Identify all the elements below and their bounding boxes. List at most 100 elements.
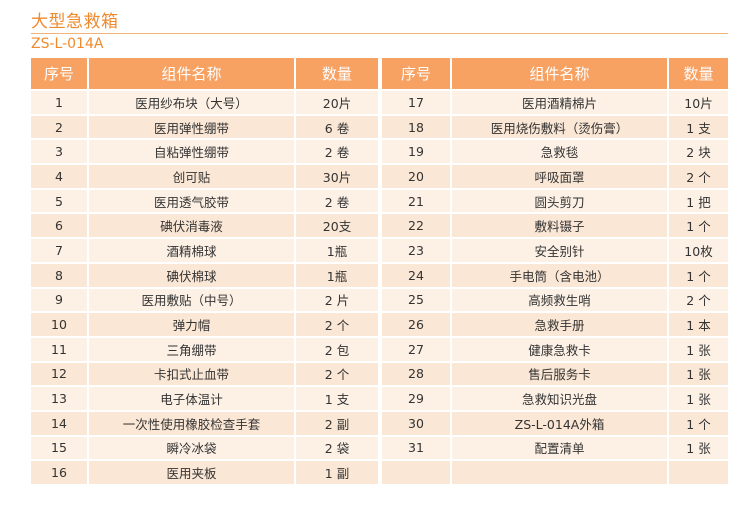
table-row: 8 碘伏棉球 1瓶 — [31, 261, 378, 288]
cell-no: 31 — [382, 434, 451, 461]
cell-qty: 30片 — [294, 163, 378, 189]
cell-qty: 1 支 — [294, 385, 378, 411]
cell-no: 5 — [31, 187, 88, 214]
cell-no: 13 — [31, 385, 88, 411]
cell-qty: 10片 — [667, 89, 728, 115]
cell-qty: 6 卷 — [294, 113, 378, 140]
table-header-row: 序号 组件名称 数量 — [31, 58, 378, 90]
cell-no: 27 — [382, 335, 451, 362]
cell-no: 19 — [382, 138, 451, 165]
cell-name: 医用烧伤敷料（烫伤膏） — [450, 113, 668, 140]
cell-name: 碘伏棉球 — [87, 261, 295, 288]
table-row: 2 医用弹性绷带 6 卷 — [31, 113, 378, 140]
cell-name: 医用夹板 — [87, 459, 295, 484]
table-row: 25 高频救生哨 2 个 — [382, 286, 728, 313]
table-row: 21 圆头剪刀 1 把 — [382, 187, 728, 214]
cell-qty: 2 片 — [294, 286, 378, 313]
cell-name: 配置清单 — [450, 434, 668, 461]
table-row: 13 电子体温计 1 支 — [31, 385, 378, 411]
column-header-qty: 数量 — [294, 58, 378, 90]
table-row: 10 弹力帽 2 个 — [31, 311, 378, 337]
cell-no: 20 — [382, 163, 451, 189]
cell-qty: 1 把 — [667, 187, 728, 214]
cell-no: 15 — [31, 434, 88, 461]
cell-qty: 1 张 — [667, 434, 728, 461]
components-table-left: 序号 组件名称 数量 1 医用纱布块（大号） 20片 2 医用弹性绷带 6 卷 3 自粘弹性绷… — [31, 58, 378, 484]
table-row: 31 配置清单 1 张 — [382, 434, 728, 461]
title-divider — [31, 33, 728, 34]
cell-no: 6 — [31, 212, 88, 239]
cell-name: 售后服务卡 — [450, 360, 668, 387]
table-row: 6 碘伏消毒液 20支 — [31, 212, 378, 239]
cell-name: 医用弹性绷带 — [87, 113, 295, 140]
cell-no: 29 — [382, 385, 451, 411]
cell-no: 22 — [382, 212, 451, 239]
table-row: 19 急救毯 2 块 — [382, 138, 728, 165]
cell-qty: 1瓶 — [294, 261, 378, 288]
table-row: 4 创可贴 30片 — [31, 163, 378, 189]
table-body: 17 医用酒精棉片 10片 18 医用烧伤敷料（烫伤膏） 1 支 19 急救毯 2 块 20 呼吸面… — [382, 89, 728, 484]
cell-qty: 2 块 — [667, 138, 728, 165]
cell-no: 26 — [382, 311, 451, 337]
cell-name: 碘伏消毒液 — [87, 212, 295, 239]
components-table-right: 序号 组件名称 数量 17 医用酒精棉片 10片 18 医用烧伤敷料（烫伤膏） 1 支 19… — [382, 58, 728, 484]
table-row: 23 安全别针 10枚 — [382, 237, 728, 263]
cell-name: 自粘弹性绷带 — [87, 138, 295, 165]
table-row: 9 医用敷贴（中号） 2 片 — [31, 286, 378, 313]
cell-qty: 1 本 — [667, 311, 728, 337]
cell-qty: 10枚 — [667, 237, 728, 263]
cell-qty: 1 副 — [294, 459, 378, 484]
column-header-name: 组件名称 — [450, 58, 668, 90]
cell-name: 高频救生哨 — [450, 286, 668, 313]
cell-no: 16 — [31, 459, 88, 484]
cell-no: 7 — [31, 237, 88, 263]
cell-no: 30 — [382, 409, 451, 436]
table-row — [382, 459, 728, 484]
table-row: 27 健康急救卡 1 张 — [382, 335, 728, 362]
cell-qty — [667, 459, 728, 484]
cell-name: 医用透气胶带 — [87, 187, 295, 214]
cell-name: ZS-L-014A外箱 — [450, 409, 668, 436]
cell-qty: 2 副 — [294, 409, 378, 436]
cell-name: 急救知识光盘 — [450, 385, 668, 411]
cell-no: 11 — [31, 335, 88, 362]
table-row: 26 急救手册 1 本 — [382, 311, 728, 337]
cell-no: 14 — [31, 409, 88, 436]
table-row: 15 瞬冷冰袋 2 袋 — [31, 434, 378, 461]
cell-qty: 2 卷 — [294, 187, 378, 214]
table-row: 18 医用烧伤敷料（烫伤膏） 1 支 — [382, 113, 728, 140]
cell-qty: 2 袋 — [294, 434, 378, 461]
table-row: 29 急救知识光盘 1 张 — [382, 385, 728, 411]
cell-no — [382, 459, 451, 484]
cell-qty: 2 个 — [294, 311, 378, 337]
table-row: 1 医用纱布块（大号） 20片 — [31, 89, 378, 115]
cell-name: 酒精棉球 — [87, 237, 295, 263]
cell-no: 25 — [382, 286, 451, 313]
cell-qty: 20片 — [294, 89, 378, 115]
cell-no: 3 — [31, 138, 88, 165]
column-header-name: 组件名称 — [87, 58, 295, 90]
table-row: 20 呼吸面罩 2 个 — [382, 163, 728, 189]
cell-no: 24 — [382, 261, 451, 288]
table-row: 24 手电筒（含电池） 1 个 — [382, 261, 728, 288]
cell-qty: 2 卷 — [294, 138, 378, 165]
cell-qty: 20支 — [294, 212, 378, 239]
table-row: 17 医用酒精棉片 10片 — [382, 89, 728, 115]
column-header-no: 序号 — [382, 58, 451, 90]
cell-qty: 1 个 — [667, 261, 728, 288]
cell-no: 21 — [382, 187, 451, 214]
cell-no: 4 — [31, 163, 88, 189]
cell-name: 急救毯 — [450, 138, 668, 165]
column-header-qty: 数量 — [667, 58, 728, 90]
cell-name: 三角绷带 — [87, 335, 295, 362]
cell-qty: 2 个 — [667, 286, 728, 313]
cell-name: 手电筒（含电池） — [450, 261, 668, 288]
cell-qty: 1 个 — [667, 212, 728, 239]
cell-no: 12 — [31, 360, 88, 387]
cell-name: 电子体温计 — [87, 385, 295, 411]
cell-name: 弹力帽 — [87, 311, 295, 337]
table-row: 12 卡扣式止血带 2 个 — [31, 360, 378, 387]
cell-qty: 1瓶 — [294, 237, 378, 263]
cell-name: 医用敷贴（中号） — [87, 286, 295, 313]
cell-name: 医用纱布块（大号） — [87, 89, 295, 115]
